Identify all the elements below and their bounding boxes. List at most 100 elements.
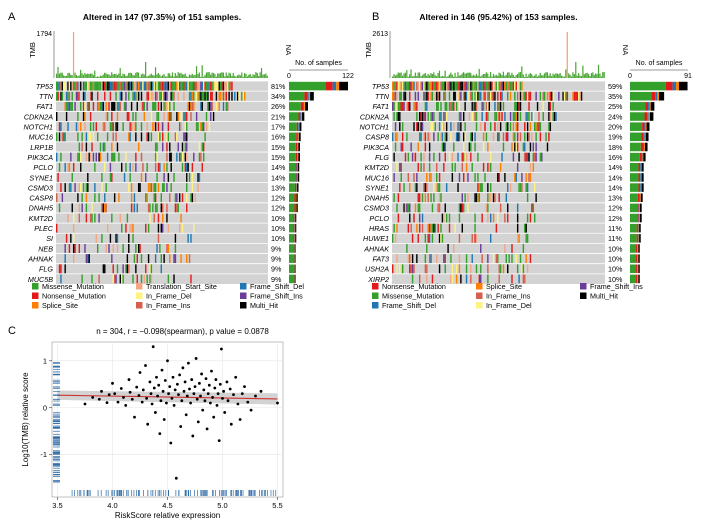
- mutation-cell-CSMD3: [418, 203, 421, 213]
- sample-count-bar-CDKN2A: [302, 112, 305, 121]
- mutation-cell-CASP8: [176, 193, 178, 203]
- mutation-cell-TTN: [195, 91, 198, 101]
- mutation-cell-TTN: [147, 91, 150, 101]
- mutation-cell-PCLO: [181, 162, 184, 172]
- tmb-bar-A: [80, 69, 82, 78]
- data-point: [189, 401, 193, 405]
- tmb-bar-A: [176, 75, 178, 78]
- mutation-cell-TP53: [133, 81, 136, 91]
- tmb-bar-B: [600, 76, 602, 78]
- mutation-cell-CDKN2A: [504, 112, 506, 121]
- mutation-cell-TP53: [145, 81, 147, 91]
- data-point: [206, 392, 210, 396]
- mutation-cell-TP53: [74, 81, 76, 91]
- mutation-cell-TTN: [125, 91, 127, 101]
- gene-percent-FLG: 16%: [608, 153, 623, 162]
- mutation-cell-DNAH5: [424, 193, 427, 203]
- mutation-cell-LRP1B: [162, 142, 164, 152]
- mutation-cell-FAT3: [416, 254, 418, 264]
- tmb-bar-A: [235, 76, 237, 78]
- mutation-cell-PIK3CA: [186, 152, 188, 162]
- mutation-cell-CASP8: [424, 132, 427, 142]
- mutation-cell-NOTCH1: [443, 122, 445, 132]
- mutation-cell-SYNE1: [399, 183, 401, 193]
- sample-count-bar-SI: [289, 234, 294, 243]
- mutation-cell-TTN: [443, 91, 445, 101]
- data-point: [243, 385, 246, 389]
- mutation-cell-PIK3CA: [444, 142, 446, 152]
- tmb-bar-B: [570, 76, 573, 78]
- gene-label-CDKN2A: CDKN2A: [24, 112, 53, 121]
- mutation-cell-DNAH5: [464, 193, 466, 203]
- tmb-bar-A: [231, 76, 233, 78]
- mutation-cell-TP53: [463, 81, 465, 91]
- mutation-cell-TP53: [194, 81, 196, 91]
- mutation-cell-FLG: [539, 152, 542, 162]
- mutation-cell-PIK3CA: [200, 152, 202, 162]
- mutation-cell-TTN: [482, 91, 485, 101]
- mutation-cell-FAT3: [505, 254, 508, 264]
- mutation-cell-TTN: [60, 91, 62, 101]
- data-point: [188, 387, 191, 391]
- mutation-cell-CDKN2A: [135, 112, 137, 121]
- mutation-cell-FAT1: [191, 101, 194, 111]
- mutation-cell-FAT1: [116, 101, 119, 111]
- tmb-bar-A: [142, 73, 144, 78]
- mutation-cell-TP53: [457, 81, 459, 91]
- tmb-bar-B: [560, 75, 563, 78]
- mutation-cell-TP53: [135, 81, 137, 91]
- tmb-bar-B: [572, 72, 574, 78]
- gene-percent-XIRP2: 10%: [608, 275, 623, 284]
- mutation-cell-HUWE1: [424, 233, 427, 243]
- mutation-cell-PLEC: [160, 223, 162, 233]
- mutation-cell-PCLO: [146, 162, 148, 172]
- mutation-cell-FAT1: [166, 101, 168, 111]
- mutation-cell-PIK3CA: [198, 152, 201, 162]
- sample-count-bar-SYNE1: [297, 173, 298, 182]
- mutation-cell-TP53: [208, 81, 211, 91]
- mutation-cell-TP53: [507, 81, 509, 91]
- sample-count-bar-FAT1: [645, 102, 649, 111]
- data-point: [220, 347, 223, 351]
- mutation-cell-CSMD3: [101, 183, 103, 193]
- mutation-cell-CDKN2A: [132, 112, 134, 121]
- mutation-cell-TP53: [70, 81, 72, 91]
- mutation-cell-NOTCH1: [75, 122, 78, 132]
- tmb-bar-A: [67, 73, 69, 78]
- sample-count-bar-AHNAK: [289, 254, 294, 263]
- mutation-cell-CASP8: [146, 193, 148, 203]
- sample-count-bar-SYNE1: [297, 173, 300, 182]
- mutation-cell-TP53: [494, 81, 496, 91]
- mutation-cell-PCLO: [135, 162, 137, 172]
- mutation-cell-FAT1: [164, 101, 167, 111]
- mutation-cell-TTN: [514, 91, 516, 101]
- tmb-bar-B: [424, 72, 426, 78]
- mutation-cell-TP53: [102, 81, 105, 91]
- mutation-cell-TP53: [160, 81, 162, 91]
- data-point: [122, 396, 125, 399]
- mutation-cell-TP53: [225, 81, 228, 91]
- sample-count-bar-NEB: [289, 244, 294, 253]
- legend-swatch-In_Frame_Del: [136, 292, 143, 299]
- mutation-cell-SYNE1: [478, 183, 481, 193]
- mutation-cell-MUC16: [477, 172, 479, 182]
- sample-count-bar-HUWE1: [639, 234, 641, 243]
- mutation-cell-TP53: [485, 81, 488, 91]
- mutation-cell-LRP1B: [91, 142, 93, 152]
- data-point: [209, 401, 212, 405]
- tmb-bar-B: [404, 72, 406, 78]
- legend-label-In_Frame_Del: In_Frame_Del: [146, 292, 192, 301]
- mutation-cell-DNAH5: [154, 203, 157, 213]
- sample-count-bar-TP53: [336, 81, 340, 91]
- tmb-bar-B: [396, 74, 398, 78]
- gene-percent-CDKN2A: 21%: [271, 112, 286, 121]
- mutation-cell-NEB: [105, 244, 107, 253]
- data-point: [150, 402, 154, 406]
- mutation-cell-TTN: [528, 91, 530, 101]
- mutation-cell-PCLO: [474, 213, 476, 223]
- mutation-cell-FAT1: [397, 101, 400, 111]
- tmb-bar-A: [89, 73, 92, 78]
- mutation-cell-TP53: [84, 81, 86, 91]
- mutation-cell-TP53: [488, 81, 490, 91]
- mutation-cell-CASP8: [406, 132, 408, 142]
